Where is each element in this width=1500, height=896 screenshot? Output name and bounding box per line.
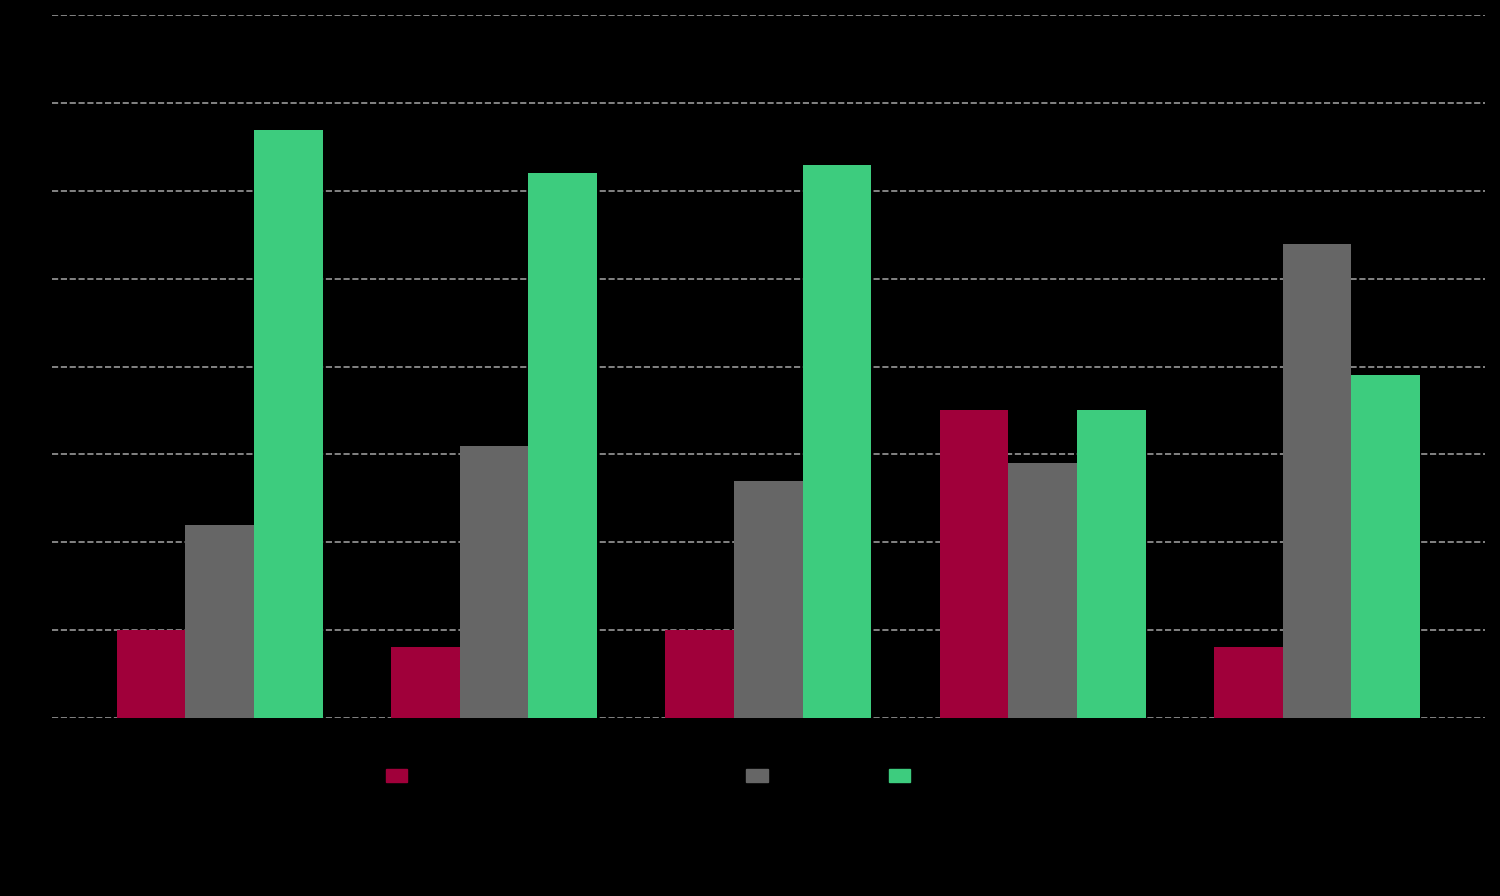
Legend: Very Dissatisfied or Dissatisfied, Neutral, Satisfied or Very Satisfied: Very Dissatisfied or Dissatisfied, Neutr… bbox=[378, 761, 1158, 793]
Bar bbox=[186, 524, 254, 718]
Bar bbox=[734, 480, 802, 718]
Bar bbox=[1077, 410, 1146, 718]
Bar bbox=[528, 174, 597, 718]
Bar bbox=[1352, 375, 1420, 718]
Bar bbox=[1214, 648, 1282, 718]
Bar bbox=[392, 648, 459, 718]
Bar bbox=[940, 410, 1008, 718]
Bar bbox=[1008, 463, 1077, 718]
Bar bbox=[117, 630, 186, 718]
Bar bbox=[254, 130, 322, 718]
Bar bbox=[802, 165, 871, 718]
Bar bbox=[459, 445, 528, 718]
Bar bbox=[1282, 244, 1352, 718]
Bar bbox=[666, 630, 734, 718]
